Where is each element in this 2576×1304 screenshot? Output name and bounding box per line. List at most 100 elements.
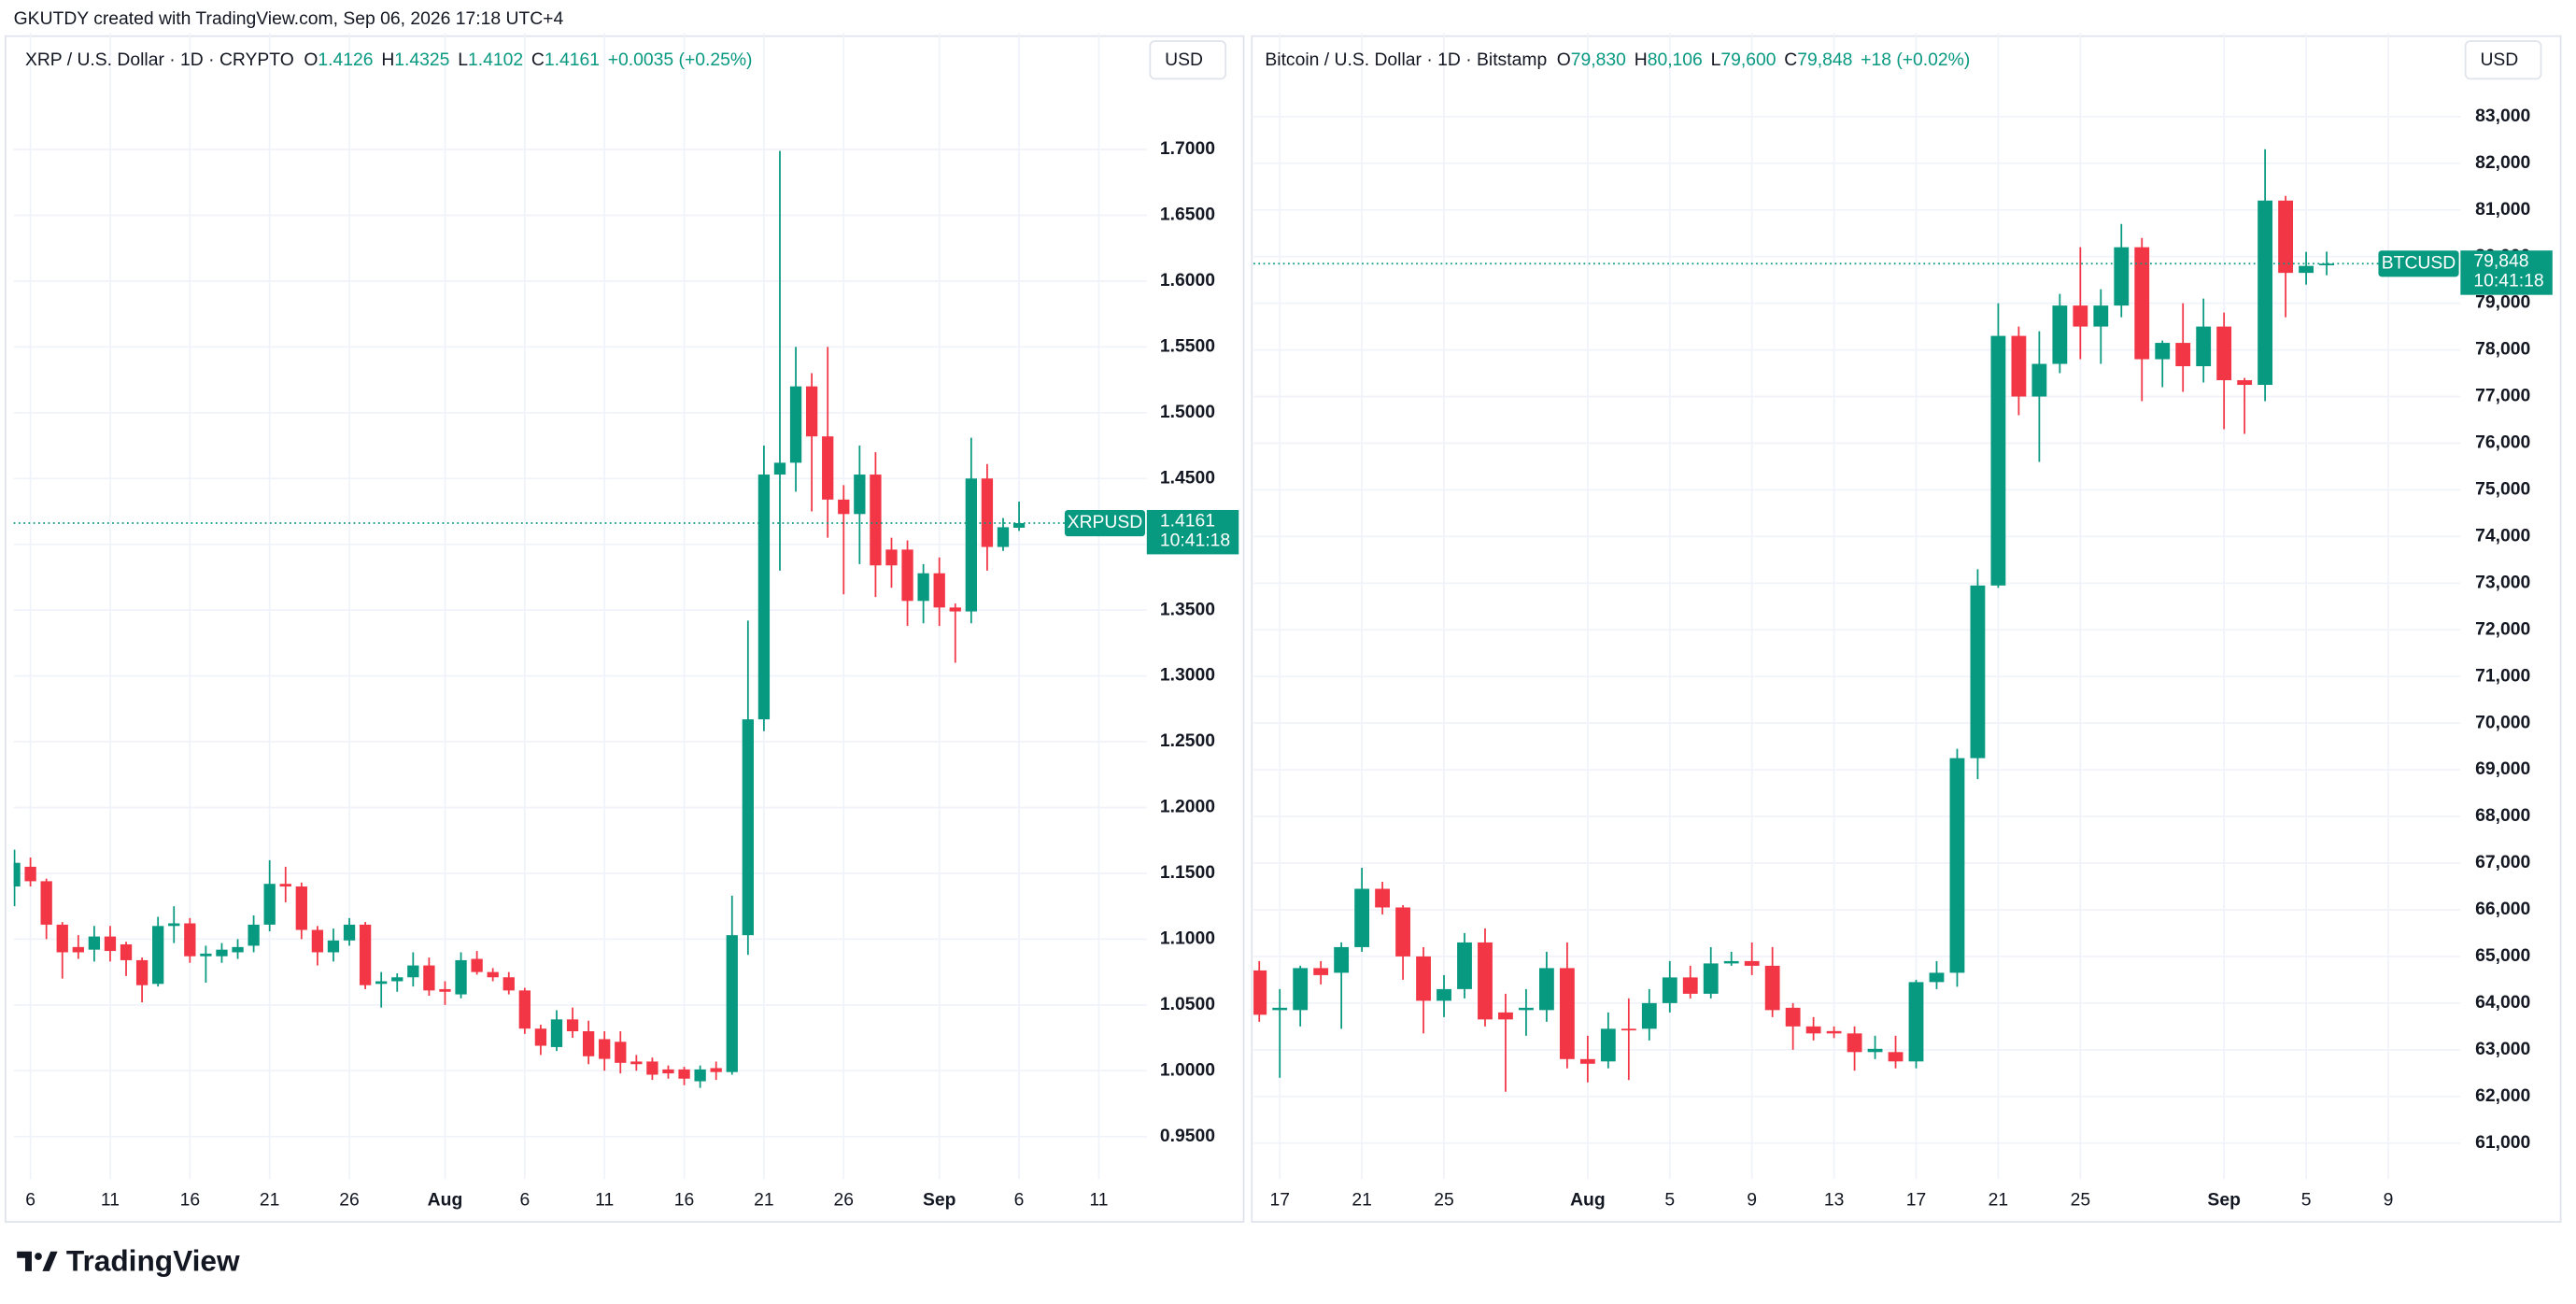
candle-body (901, 549, 913, 602)
candle-body (375, 981, 388, 985)
candle-body (1970, 585, 1986, 758)
y-tick-label: 1.3500 (1160, 599, 1215, 619)
y-tick-label: 82,000 (2475, 152, 2530, 173)
candle-body (1416, 956, 1431, 1001)
y-tick-label: 73,000 (2475, 572, 2530, 592)
candle-body (1395, 907, 1410, 957)
candle-body (1334, 946, 1350, 973)
x-tick-label: 11 (101, 1189, 120, 1210)
candle-body (1012, 523, 1026, 528)
y-tick-label: 76,000 (2475, 432, 2530, 453)
y-tick-label: 1.6500 (1160, 205, 1215, 225)
candle-body (40, 881, 52, 925)
change-value: +18 (+0.02%) (1861, 50, 1970, 70)
ohlc-value: 79,848 (1797, 50, 1852, 70)
y-tick-label: 62,000 (2475, 1085, 2530, 1106)
ohlc-value: 1.4325 (394, 50, 449, 70)
candle-body (1437, 988, 1451, 1001)
candle-body (1826, 1030, 1842, 1034)
candle-body (184, 923, 196, 957)
candle-body (1990, 335, 2006, 586)
candle-body (1641, 1002, 1657, 1029)
y-tick-label: 1.5500 (1160, 335, 1215, 356)
ohlc-label: C (531, 50, 545, 70)
candle-body (773, 462, 786, 475)
candle-body (487, 971, 499, 978)
candle-body (1682, 977, 1698, 994)
candle-body (1293, 968, 1309, 1011)
currency-label: USD (2480, 50, 2518, 70)
candle-body (694, 1069, 706, 1082)
candle-body (726, 935, 738, 1072)
candle-body (1764, 965, 1780, 1011)
plot-area (13, 33, 1147, 1180)
x-tick-label: 5 (1664, 1189, 1675, 1210)
x-tick-label: 6 (1014, 1189, 1025, 1210)
candle-body (1888, 1052, 1904, 1062)
y-tick-label: 75,000 (2475, 479, 2530, 500)
candle-body (2175, 343, 2191, 367)
candle-body (2196, 326, 2212, 367)
x-tick-label: 21 (754, 1189, 774, 1210)
x-tick-label: 26 (834, 1189, 854, 1210)
candle-body (2299, 265, 2314, 274)
currency-label: USD (1165, 50, 1203, 70)
candle-body (1621, 1028, 1636, 1031)
candle-body (981, 478, 994, 547)
y-tick-label: 1.1500 (1160, 862, 1215, 883)
candle-body (1539, 968, 1554, 1011)
ohlc-value: 1.4102 (468, 50, 523, 70)
candle-body (423, 965, 435, 991)
y-tick-label: 1.6000 (1160, 270, 1215, 291)
candle-body (550, 1019, 563, 1047)
y-tick-label: 1.3000 (1160, 665, 1215, 686)
x-tick-label: 16 (180, 1189, 201, 1210)
candle-body (216, 949, 228, 957)
chart-title: XRP / U.S. Dollar · 1D · CRYPTO O1.4126 H1… (25, 50, 753, 70)
candle-body (24, 866, 36, 882)
price-tag-countdown: 10:41:18 (1160, 530, 1230, 550)
candle-body (1662, 977, 1677, 1003)
ohlc-label: C (1784, 50, 1797, 70)
y-tick-label: 66,000 (2475, 899, 2530, 919)
y-tick-label: 1.0500 (1160, 994, 1215, 1014)
candle-body (13, 862, 21, 887)
candle-body (56, 924, 68, 953)
ohlc-value: 79,830 (1571, 50, 1626, 70)
candle-body (2258, 200, 2273, 386)
y-tick-label: 79,000 (2475, 292, 2530, 313)
y-tick-label: 0.9500 (1160, 1126, 1215, 1146)
candle-body (1600, 1028, 1616, 1062)
x-tick-label: 9 (1747, 1189, 1757, 1210)
symbol-tag-text: XRPUSD (1068, 512, 1143, 532)
ohlc-label: H (1635, 50, 1648, 70)
ohlc-value: 1.4161 (545, 50, 600, 70)
x-tick-label: 25 (1434, 1189, 1454, 1210)
x-tick-label: 11 (595, 1189, 614, 1210)
currency-box (1149, 40, 1227, 80)
x-tick-label: 17 (1269, 1189, 1290, 1210)
candle-body (1519, 1007, 1534, 1011)
candle-body (152, 926, 164, 985)
candle-body (279, 884, 291, 887)
candle-body (2114, 247, 2130, 306)
x-tick-label: 21 (1352, 1189, 1372, 1210)
y-tick-label: 63,000 (2475, 1039, 2530, 1059)
candle-body (104, 936, 117, 952)
candle-body (870, 475, 882, 566)
symbol-tag (1064, 509, 1146, 537)
candle-body (232, 946, 244, 953)
candle-body (805, 386, 818, 437)
candle-body (2155, 343, 2171, 360)
candle-body (1785, 1007, 1801, 1027)
candle-body (1805, 1026, 1821, 1034)
candle-body (1847, 1033, 1862, 1053)
candle-body (2093, 305, 2109, 327)
y-tick-label: 61,000 (2475, 1132, 2530, 1153)
candle-body (1354, 888, 1370, 947)
candle-body (917, 573, 929, 602)
y-tick-label: 65,000 (2475, 945, 2530, 966)
candle-body (646, 1061, 658, 1075)
x-tick-label: 26 (339, 1189, 360, 1210)
candle-body (1253, 970, 1267, 1015)
